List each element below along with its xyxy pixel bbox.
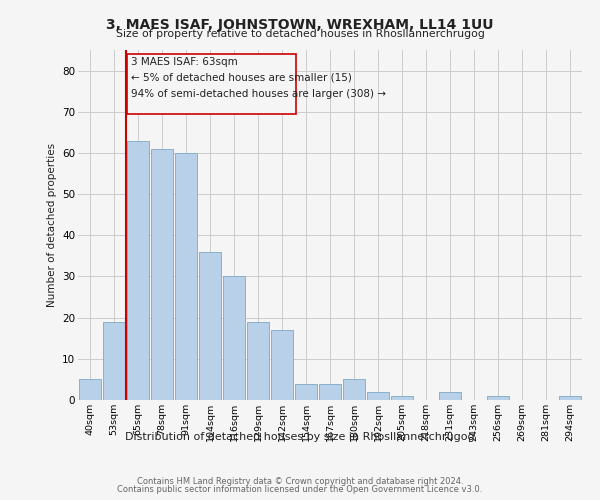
Text: 94% of semi-detached houses are larger (308) →: 94% of semi-detached houses are larger (… — [131, 89, 386, 99]
FancyBboxPatch shape — [127, 54, 296, 114]
Bar — [151, 149, 173, 400]
Bar — [223, 276, 245, 400]
Bar — [319, 384, 341, 400]
Bar — [295, 384, 317, 400]
Text: Distribution of detached houses by size in Rhosllannerchrugog: Distribution of detached houses by size … — [125, 432, 475, 442]
Text: Contains public sector information licensed under the Open Government Licence v3: Contains public sector information licen… — [118, 484, 482, 494]
Y-axis label: Number of detached properties: Number of detached properties — [47, 143, 56, 307]
Bar — [103, 322, 125, 400]
Bar — [199, 252, 221, 400]
Bar — [487, 396, 509, 400]
Bar — [271, 330, 293, 400]
Text: 3, MAES ISAF, JOHNSTOWN, WREXHAM, LL14 1UU: 3, MAES ISAF, JOHNSTOWN, WREXHAM, LL14 1… — [106, 18, 494, 32]
Text: Size of property relative to detached houses in Rhosllannerchrugog: Size of property relative to detached ho… — [116, 29, 484, 39]
Bar — [127, 140, 149, 400]
Bar — [79, 380, 101, 400]
Bar — [439, 392, 461, 400]
Text: ← 5% of detached houses are smaller (15): ← 5% of detached houses are smaller (15) — [131, 72, 352, 83]
Bar — [391, 396, 413, 400]
Text: Contains HM Land Registry data © Crown copyright and database right 2024.: Contains HM Land Registry data © Crown c… — [137, 477, 463, 486]
Bar — [367, 392, 389, 400]
Bar — [247, 322, 269, 400]
Bar — [175, 153, 197, 400]
Bar — [559, 396, 581, 400]
Bar — [343, 380, 365, 400]
Text: 3 MAES ISAF: 63sqm: 3 MAES ISAF: 63sqm — [131, 58, 238, 68]
